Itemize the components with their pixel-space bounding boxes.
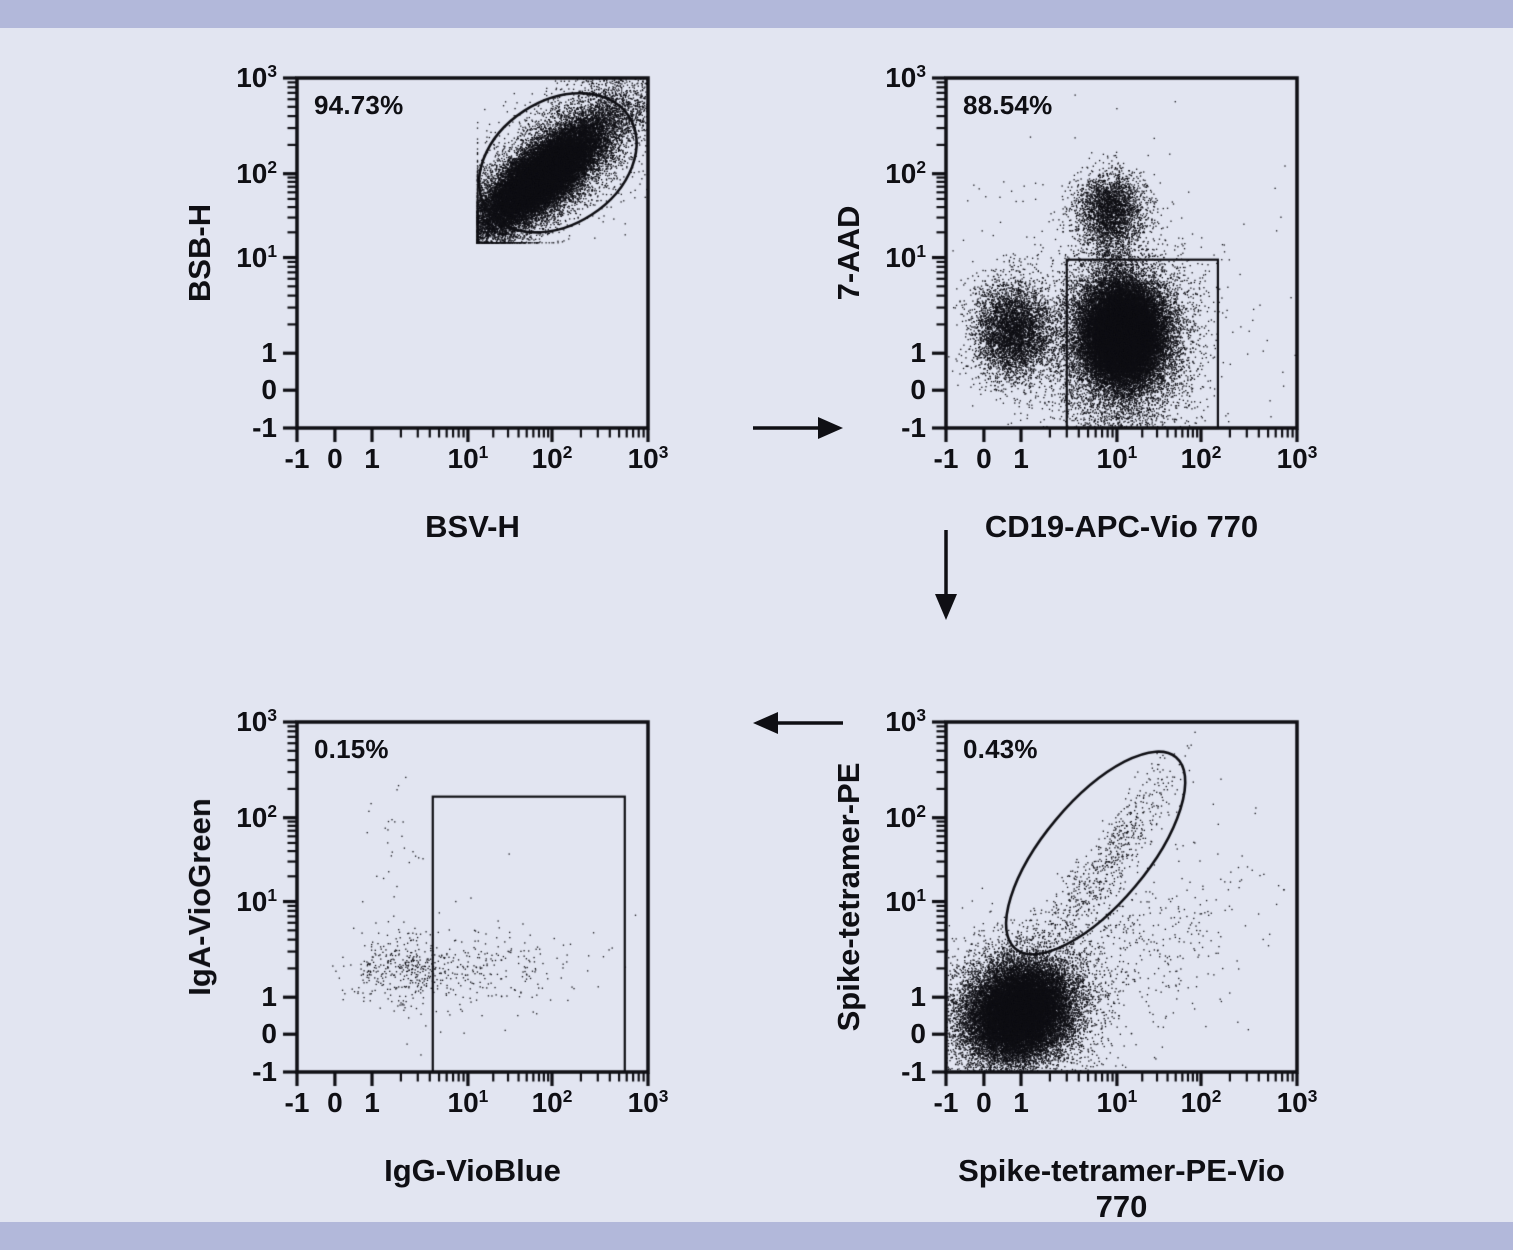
y-tick-label: 102 <box>236 801 277 833</box>
x-axis-title: Spike-tetramer-PE-Vio 770 <box>958 1153 1285 1224</box>
gate-percent-label: 0.43% <box>963 734 1038 764</box>
y-tick-label: -1 <box>901 1056 926 1087</box>
x-tick-label: 101 <box>1096 442 1138 474</box>
top-color-band <box>0 0 1513 28</box>
y-tick-label: 103 <box>885 705 926 737</box>
plot-panel-igg-iga: 0.15% -1 0 1 101 102 103 -1 0 1 101 102 103 IgG-Vi… <box>182 697 673 1188</box>
y-axis-title: 7-AAD <box>831 205 866 301</box>
x-tick-label: 103 <box>627 1086 669 1118</box>
y-tick-label: -1 <box>252 1056 277 1087</box>
x-tick-label: 0 <box>976 1087 992 1118</box>
x-tick-label: -1 <box>933 1087 959 1118</box>
plot-panel-bsv-bsb: 94.73% -1 0 1 101 102 103 -1 0 1 101 102 103 BSV-H… <box>182 53 673 544</box>
y-tick-label: 103 <box>236 61 277 93</box>
scatter-canvas-7aad-cd19 <box>921 53 1322 453</box>
x-tick-label: 103 <box>1276 442 1318 474</box>
x-tick-label: 102 <box>531 442 573 474</box>
x-tick-label: 1 <box>364 1087 380 1118</box>
y-tick-label: 1 <box>910 337 926 369</box>
y-tick-label: -1 <box>901 412 926 443</box>
x-tick-label: 103 <box>627 442 669 474</box>
y-tick-label: 101 <box>885 241 926 273</box>
x-tick-label: 102 <box>1180 1086 1222 1118</box>
x-tick-label: -1 <box>284 443 310 474</box>
x-tick-label: 1 <box>364 443 380 474</box>
y-tick-label: -1 <box>252 412 277 443</box>
x-axis-title: CD19-APC-Vio 770 <box>984 509 1259 544</box>
scatter-canvas-igg-iga <box>272 697 673 1097</box>
y-tick-label: 102 <box>885 801 926 833</box>
y-tick-label: 0 <box>261 374 277 406</box>
y-tick-label: 101 <box>236 885 277 917</box>
y-axis-title: Spike-tetramer-PE <box>831 762 866 1032</box>
arrow-left-icon <box>753 712 843 734</box>
x-tick-label: 101 <box>1096 1086 1138 1118</box>
x-tick-label: 101 <box>447 442 489 474</box>
x-tick-label: -1 <box>284 1087 310 1118</box>
y-tick-label: 103 <box>885 61 926 93</box>
gate-percent-label: 0.15% <box>314 734 389 764</box>
arrow-right-icon <box>753 417 843 439</box>
y-tick-label: 101 <box>236 241 277 273</box>
scatter-canvas-bsv-bsb <box>272 53 673 453</box>
bottom-color-band <box>0 1222 1513 1250</box>
x-tick-label: -1 <box>933 443 959 474</box>
y-tick-label: 1 <box>910 981 926 1013</box>
y-tick-label: 0 <box>261 1018 277 1050</box>
x-tick-label: 0 <box>976 443 992 474</box>
y-tick-label: 1 <box>261 337 277 369</box>
x-tick-label: 1 <box>1013 443 1029 474</box>
y-tick-label: 102 <box>236 157 277 189</box>
x-tick-label: 0 <box>327 443 343 474</box>
x-tick-label: 102 <box>531 1086 573 1118</box>
scatter-canvas-spike-tetramer <box>921 697 1322 1097</box>
plot-panel-7aad-cd19: 88.54% -1 0 1 101 102 103 -1 0 1 101 102 103 CD19-… <box>831 53 1322 544</box>
x-tick-label: 0 <box>327 1087 343 1118</box>
gate-percent-label: 88.54% <box>963 90 1053 120</box>
y-axis-title: BSB-H <box>182 203 217 303</box>
y-tick-label: 0 <box>910 1018 926 1050</box>
x-tick-label: 101 <box>447 1086 489 1118</box>
x-tick-label: 1 <box>1013 1087 1029 1118</box>
y-tick-label: 0 <box>910 374 926 406</box>
x-tick-label: 102 <box>1180 442 1222 474</box>
x-axis-title: BSV-H <box>425 509 520 544</box>
y-tick-label: 103 <box>236 705 277 737</box>
gate-percent-label: 94.73% <box>314 90 404 120</box>
y-tick-label: 101 <box>885 885 926 917</box>
plot-panel-spike-tetramer: 0.43% -1 0 1 101 102 103 -1 0 1 101 102 103 Spike-… <box>831 697 1322 1224</box>
x-tick-label: 103 <box>1276 1086 1318 1118</box>
x-axis-title: IgG-VioBlue <box>384 1153 561 1188</box>
arrow-down-icon <box>935 530 957 620</box>
y-tick-label: 1 <box>261 981 277 1013</box>
y-axis-title: IgA-VioGreen <box>182 798 217 996</box>
y-tick-label: 102 <box>885 157 926 189</box>
